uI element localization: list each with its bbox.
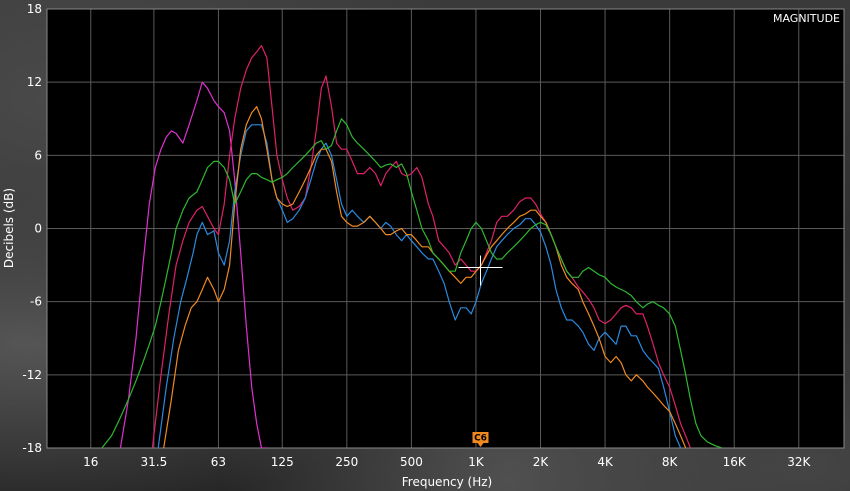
marker-pointer — [477, 443, 484, 447]
y-axis-title: Decibels (dB) — [2, 188, 16, 268]
series-line-5 — [101, 118, 722, 448]
x-tick-label: 250 — [335, 455, 358, 469]
y-tick-label: 12 — [27, 75, 42, 89]
marker-label: C6 — [474, 434, 487, 444]
y-tick-label: 6 — [34, 148, 42, 162]
chart-title: MAGNITUDE — [773, 12, 840, 25]
cursor-crosshair[interactable]: C6 — [458, 255, 503, 447]
x-axis-title: Frequency (Hz) — [402, 475, 493, 489]
series-line-4 — [163, 105, 687, 448]
x-tick-label: 500 — [400, 455, 423, 469]
x-tick-label: 16K — [723, 455, 747, 469]
x-tick-label: 31.5 — [141, 455, 168, 469]
series-line-1 — [119, 81, 267, 448]
series-group — [101, 44, 722, 448]
x-tick-label: 63 — [211, 455, 226, 469]
x-tick-label: 8K — [662, 455, 679, 469]
x-tick-label: 1K — [468, 455, 485, 469]
y-tick-label: 18 — [27, 2, 42, 16]
plot-border — [46, 8, 845, 449]
series-line-2 — [151, 44, 691, 448]
x-tick-label: 2K — [533, 455, 550, 469]
series-line-3 — [157, 124, 682, 448]
y-tick-label: -18 — [22, 441, 42, 455]
marker-badge[interactable] — [472, 432, 489, 443]
grid-lines — [46, 8, 845, 449]
x-tick-label: 16 — [83, 455, 98, 469]
x-tick-label: 125 — [271, 455, 294, 469]
y-tick-label: -12 — [22, 368, 42, 382]
x-tick-label: 4K — [597, 455, 614, 469]
x-tick-label: 32K — [787, 455, 811, 469]
tick-labels: 18 12 6 0 -6 -12 -18 16 31.5 63 125 250 500 1K 2K 4K 8K 1… — [22, 2, 811, 469]
y-tick-label: -6 — [30, 295, 42, 309]
y-tick-label: 0 — [34, 222, 42, 236]
